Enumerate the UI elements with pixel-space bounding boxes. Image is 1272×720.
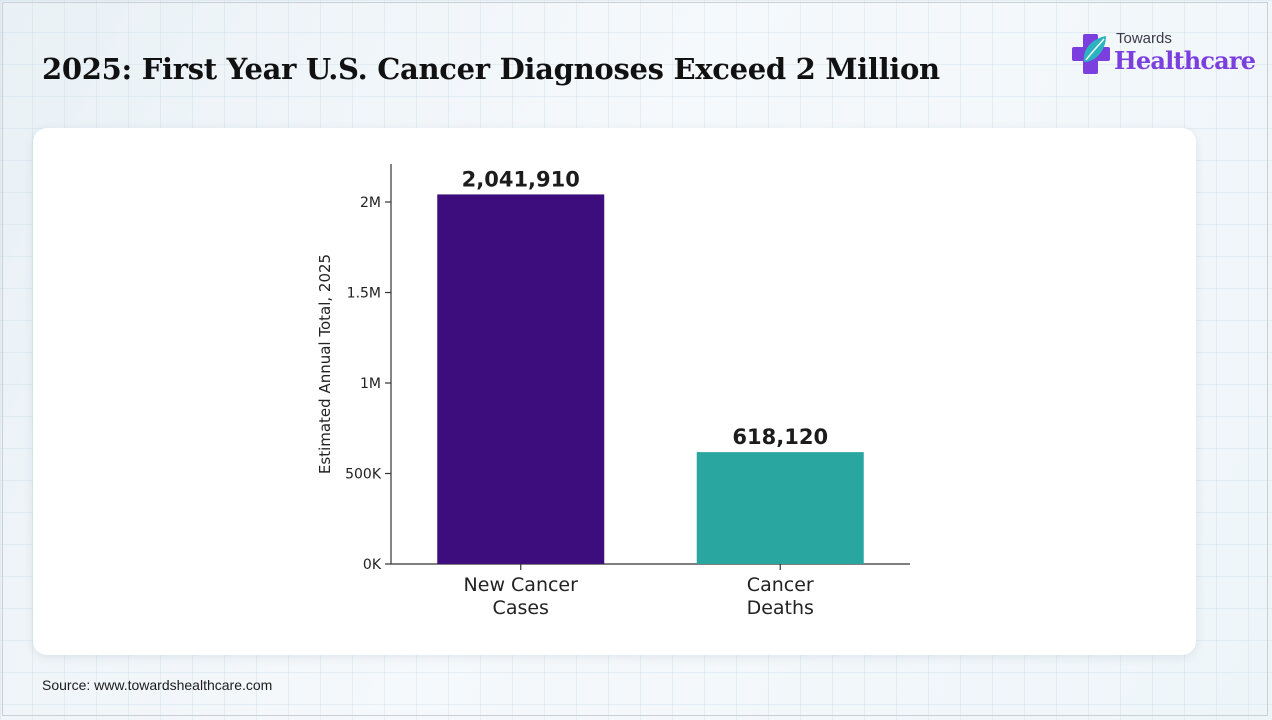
y-tick-label: 0K [363, 557, 382, 573]
logo-text-towards: Towards [1116, 30, 1172, 47]
page-title: 2025: First Year U.S. Cancer Diagnoses E… [42, 52, 940, 86]
bar-chart: 0K 500K 1M 1.5M 2M Estimated Annual Total, 20… [316, 164, 910, 619]
x-tick-label: Cancer [747, 574, 814, 596]
bar-data-label: 2,041,910 [462, 167, 580, 191]
source-note: Source: www.towardshealthcare.com [42, 677, 273, 693]
bar [437, 194, 605, 564]
x-tick-label: New Cancer [464, 574, 579, 596]
y-tick-label: 500K [345, 467, 382, 483]
y-axis-title: Estimated Annual Total, 2025 [316, 254, 334, 474]
x-tick-label: Deaths [747, 597, 814, 619]
bar [696, 452, 864, 564]
brand-logo: Towards Healthcare [1070, 28, 1256, 80]
x-tick-label: Cases [493, 597, 549, 619]
bar-data-label: 618,120 [732, 425, 828, 449]
logo-text-healthcare: Healthcare [1114, 46, 1256, 75]
y-tick-label: 2M [360, 195, 381, 211]
y-tick-label: 1.5M [347, 286, 381, 302]
chart-card: 0K 500K 1M 1.5M 2M Estimated Annual Total, 20… [33, 128, 1196, 655]
medical-cross-leaf-icon [1072, 34, 1110, 74]
y-tick-label: 1M [360, 376, 381, 392]
